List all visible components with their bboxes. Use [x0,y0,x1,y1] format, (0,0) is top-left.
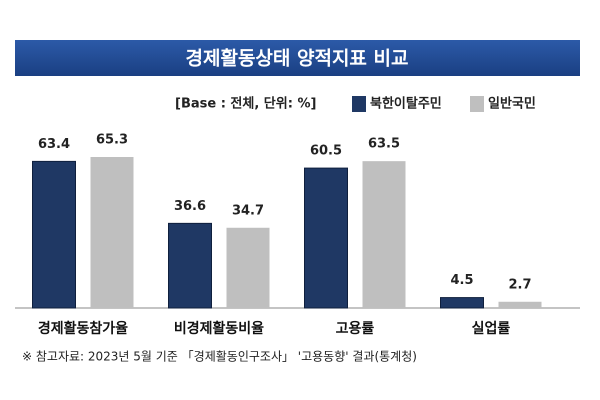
data-label: 65.3 [96,133,128,148]
bar [168,222,212,309]
bar [362,161,406,308]
legend-label: 북한이탈주민 [370,96,442,112]
data-label: 60.5 [310,144,342,159]
data-label: 4.5 [450,273,473,288]
bar [226,227,270,308]
bar [32,160,76,309]
data-label: 2.7 [508,277,531,292]
subtitle: [Base : 전체, 단위: %] [175,96,316,112]
data-label: 34.7 [232,203,264,218]
x-tick-label: 경제활동참가율 [38,320,128,337]
legend-swatch [352,96,366,112]
bar [90,157,134,308]
data-label: 36.6 [174,199,206,214]
footnote: ※ 참고자료: 2023년 5월 기준 「경제활동인구조사」 '고용동향' 결과… [22,350,417,364]
bar [440,297,484,309]
title-bar [15,40,580,76]
legend-label: 일반국민 [488,96,536,112]
x-tick-label: 비경제활동비율 [174,320,264,337]
data-label: 63.4 [38,137,70,152]
x-tick-label: 고용률 [336,320,375,337]
legend-swatch [470,96,484,112]
bar [304,167,348,309]
chart-title: 경제활동상태 양적지표 비교 [186,48,409,70]
data-label: 63.5 [368,137,400,152]
x-tick-label: 실업률 [472,320,511,337]
bar [498,301,542,308]
